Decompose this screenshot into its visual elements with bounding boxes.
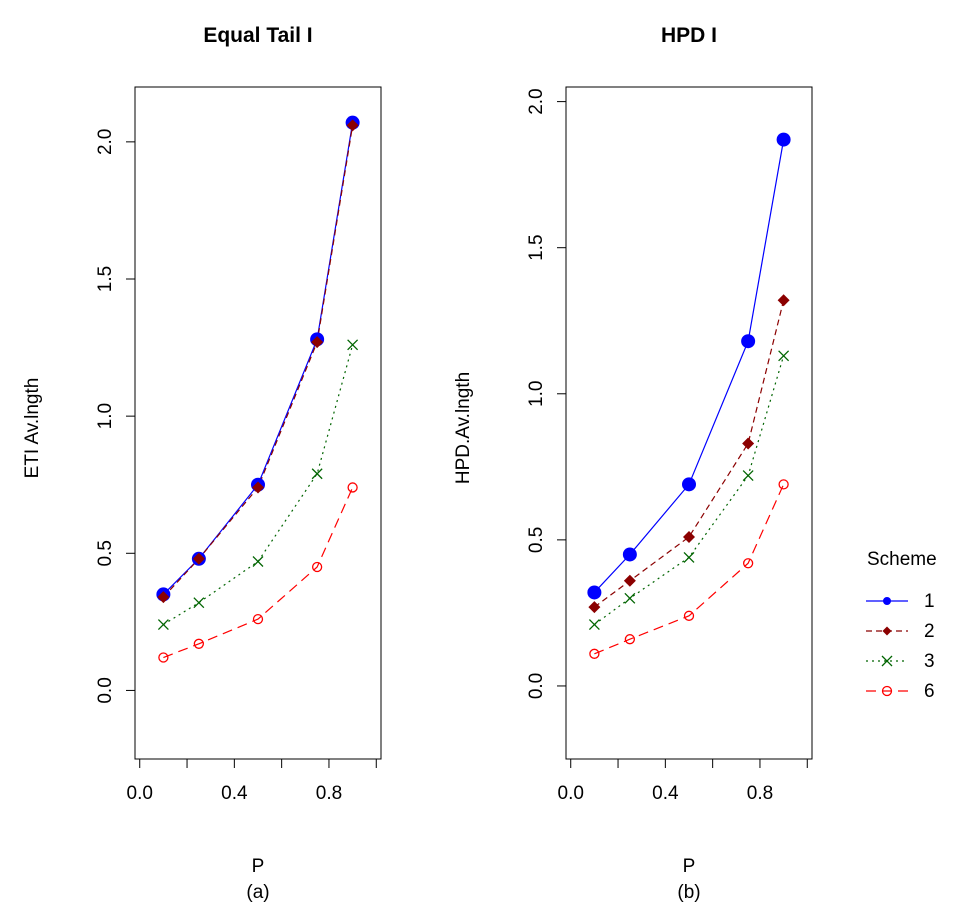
point-b-6-2 [683,610,695,621]
point-b-1-3 [741,334,756,349]
point-b-6-4 [778,479,789,490]
point-a-3-1 [193,597,205,609]
chart-title-a: Equal Tail I [203,24,312,47]
sublabel-b: (b) [677,882,700,903]
legend-marker-1 [883,597,891,605]
panel-a: Equal Tail I ETI Av.lngth P (a) 0.0 0.4 0.… [22,24,382,903]
x-axis-label-b: P [683,856,696,877]
point-b-3-3 [742,470,754,482]
plot-area-b: 0.0 0.4 0.8 0.0 0.5 1.0 1.5 2.0 [526,88,808,804]
point-a-3-0 [157,619,169,631]
y-axis-label-b: HPD.Av.lngth [453,372,474,484]
point-b-1-2 [682,477,696,492]
point-b-6-1 [624,634,636,645]
x-tick-label-b-2: 0.4 [652,783,679,804]
x-tick-label-a-4: 0.8 [316,783,342,804]
x-axis-label-a: P [252,856,265,877]
panel-b: HPD I HPD.Av.lngth P (b) 0.0 0.4 0.8 0.0 0.5… [453,24,813,903]
x-tick-label-a-0: 0.0 [127,783,153,804]
point-b-6-0 [589,648,600,659]
x-tick-label-b-4: 0.8 [747,783,773,804]
point-b-2-0 [588,601,601,614]
series-line-a-2 [162,125,354,598]
chart-title-b: HPD I [661,24,717,47]
y-tick-label-a-4: 2.0 [95,129,116,155]
series-line-a-6 [163,487,354,659]
legend-label-1: 1 [924,591,935,612]
plot-box-a [134,86,382,760]
y-tick-label-a-1: 0.5 [95,540,116,566]
legend-marker-2 [882,626,892,636]
legend-label-2: 2 [924,621,935,642]
point-a-2-1 [192,552,205,565]
series-line-b-1 [593,139,785,593]
point-b-2-1 [623,574,636,587]
point-a-6-1 [193,638,205,649]
y-tick-label-a-0: 0.0 [95,677,116,703]
series-line-b-3 [594,355,785,626]
series-line-a-3 [163,344,354,626]
point-a-2-3 [311,336,324,349]
y-tick-label-b-1: 0.5 [526,527,547,553]
point-a-2-0 [157,591,170,604]
legend: Scheme 1 2 3 6 [866,549,937,702]
legend-label-3: 3 [924,651,935,672]
plot-area-a: 0.0 0.4 0.8 0.0 0.5 1.0 1.5 2.0 [95,115,377,804]
point-b-1-4 [776,132,791,147]
legend-title: Scheme [867,549,937,570]
point-a-6-2 [252,613,264,625]
legend-marker-3 [881,655,893,667]
series-line-b-6 [594,484,785,655]
point-b-3-2 [683,551,695,563]
legend-marker-6 [881,685,893,697]
y-tick-label-a-2: 1.0 [95,403,116,429]
point-a-3-4 [347,339,359,351]
x-tick-label-b-0: 0.0 [558,783,584,804]
legend-item-2: 2 [866,621,935,642]
point-b-2-2 [683,530,695,543]
y-tick-label-b-4: 2.0 [526,88,547,114]
point-a-3-2 [252,556,264,567]
point-b-3-4 [778,350,790,362]
point-b-6-3 [742,558,754,569]
point-b-3-0 [588,619,600,631]
legend-item-3: 3 [866,651,935,672]
point-a-3-3 [311,468,323,480]
y-tick-label-b-3: 1.5 [526,234,547,260]
point-b-1-1 [622,547,637,562]
point-b-3-1 [624,592,636,604]
sublabel-a: (a) [246,882,269,903]
point-a-6-0 [158,652,169,663]
plot-box-b [565,86,813,760]
series-line-a-1 [162,122,354,595]
point-a-2-2 [252,481,264,494]
point-a-6-3 [311,561,323,573]
point-a-2-4 [346,119,359,132]
legend-item-6: 6 [866,681,935,702]
y-tick-label-b-2: 1.0 [526,381,547,407]
point-b-2-4 [777,294,790,307]
point-b-2-3 [742,437,755,450]
x-tick-label-a-2: 0.4 [221,783,248,804]
y-tick-label-b-0: 0.0 [526,673,547,699]
point-a-6-4 [347,482,358,493]
y-axis-label-a: ETI Av.lngth [22,378,43,479]
y-tick-label-a-3: 1.5 [95,266,116,292]
point-b-1-0 [587,585,602,600]
legend-item-1: 1 [866,591,935,612]
legend-label-6: 6 [924,681,935,702]
